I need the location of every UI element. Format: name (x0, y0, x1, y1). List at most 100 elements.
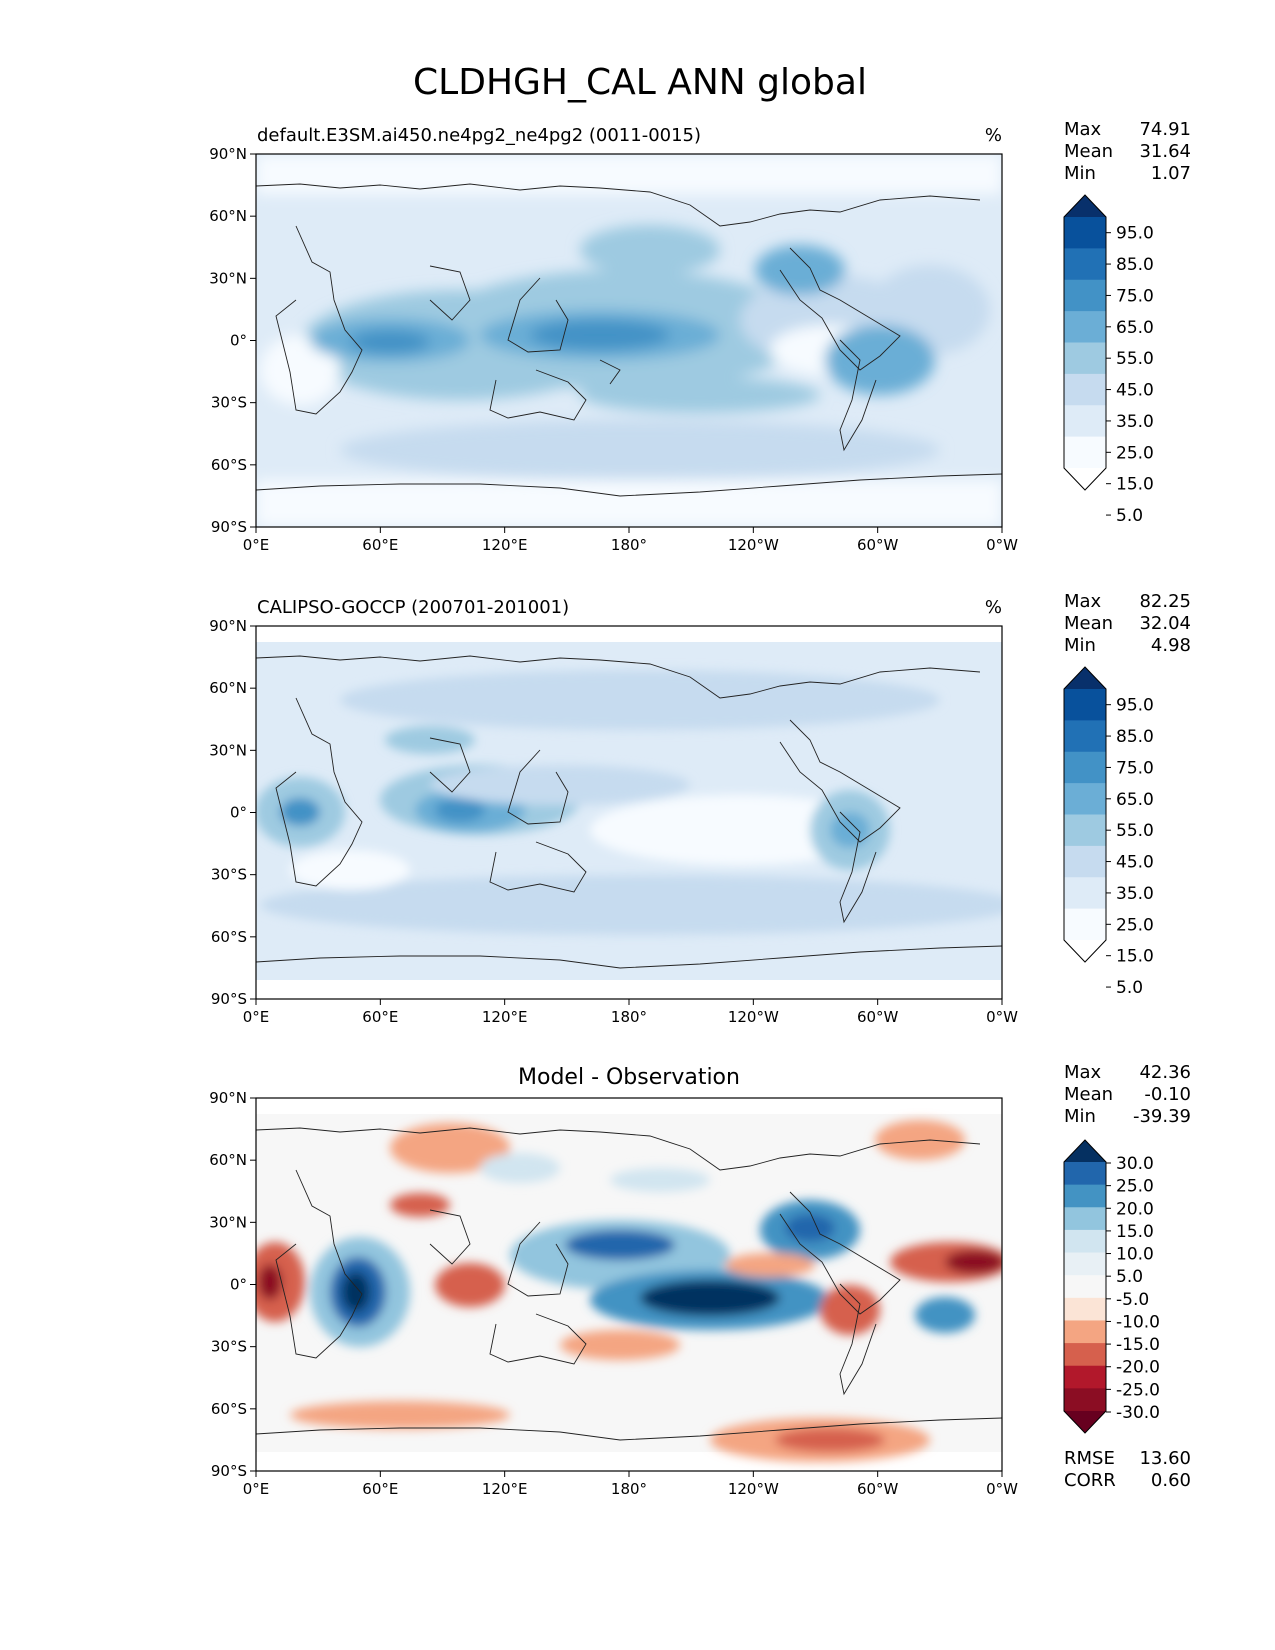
colorbar-label: 10.0 (1116, 1245, 1154, 1265)
max-value: 42.36 (1139, 1062, 1191, 1083)
colorbar-extend-bottom (1064, 940, 1106, 962)
lat-tick-label: 60°S (211, 1400, 247, 1418)
corr-value: 0.60 (1151, 1470, 1191, 1491)
colorbar-segment (1064, 373, 1106, 406)
lon-tick-label: 120°E (482, 1008, 528, 1026)
colorbar-extend-bottom (1064, 1411, 1106, 1433)
colorbar-segment (1064, 217, 1106, 249)
lat-tick-label: 90°S (211, 518, 247, 536)
colorbar-label: 15.0 (1116, 475, 1154, 495)
colorbar-segment (1064, 1229, 1106, 1254)
colorbar-label: 45.0 (1116, 853, 1154, 873)
colorbar-label: 85.0 (1116, 727, 1154, 747)
panel-obs-axes: 90°N 60°N 30°N 0° 30°S 60°S 90°S 0°E 60°E 120°E 1… (209, 617, 1018, 1026)
lat-tick-label: 60°S (211, 456, 247, 474)
figure-title: CLDHGH_CAL ANN global (413, 62, 867, 103)
panel-diff-stats: Max 42.36 Mean -0.10 Min -39.39 (1064, 1062, 1191, 1127)
lat-tick-label: 30°N (209, 1213, 247, 1231)
colorbar-label: 15.0 (1116, 1222, 1154, 1242)
lat-tick-label: 60°S (211, 928, 247, 946)
colorbar-segment (1064, 1275, 1106, 1299)
colorbar-segment (1064, 1365, 1106, 1389)
lon-tick-label: 60°W (857, 1480, 899, 1498)
lon-tick-label: 180° (611, 536, 647, 554)
mean-value: 32.04 (1139, 613, 1191, 634)
lat-tick-label: 90°N (209, 617, 247, 635)
colorbar-label: 95.0 (1116, 696, 1154, 716)
lat-tick-label: 30°N (209, 741, 247, 759)
colorbar-label: -20.0 (1116, 1358, 1160, 1378)
panel-model-coastlines (256, 183, 1002, 497)
colorbar-label: 15.0 (1116, 947, 1154, 967)
colorbar-extend-top (1064, 667, 1106, 689)
colorbar-label: -30.0 (1116, 1403, 1160, 1423)
panel-obs-units: % (985, 597, 1002, 618)
panel-diff-coastlines (256, 1127, 1002, 1441)
lon-tick-label: 180° (611, 1008, 647, 1026)
colorbar-outline (1063, 666, 1107, 963)
panel-model: default.E3SM.ai450.ne4pg2_ne4pg2 (0011-0… (209, 119, 1191, 554)
panel-model-title: default.E3SM.ai450.ne4pg2_ne4pg2 (0011-0… (257, 125, 701, 146)
colorbar-label: 75.0 (1116, 758, 1154, 778)
mean-value: -0.10 (1144, 1084, 1191, 1105)
panel-diff-colorbar: 30.0 25.020.0 15.0 10.05.0 -5.0-10.0 -15.0 -20… (1063, 1139, 1160, 1434)
colorbar-segment (1064, 279, 1106, 312)
panel-diff-axes: 90°N 60°N 30°N 0° 30°S 60°S 90°S 0°E 60°E 120°E 1… (209, 1089, 1018, 1498)
lon-tick-label: 60°E (362, 536, 398, 554)
lon-tick-label: 120°E (482, 536, 528, 554)
lat-tick-label: 90°N (209, 1089, 247, 1107)
colorbar-extend-top (1064, 1140, 1106, 1162)
panel-obs-lat-ticks: 90°N 60°N 30°N 0° 30°S 60°S 90°S (209, 617, 256, 1008)
min-value: 4.98 (1151, 635, 1191, 656)
panel-diff-title: Model - Observation (518, 1065, 740, 1090)
panel-obs-stats: Max 82.25 Mean 32.04 Min 4.98 (1064, 591, 1191, 656)
lat-tick-label: 60°N (209, 1151, 247, 1169)
colorbar-segment (1064, 248, 1106, 281)
colorbar-segment (1064, 1162, 1106, 1186)
colorbar-label: -5.0 (1116, 1290, 1149, 1310)
lon-tick-label: 60°E (362, 1480, 398, 1498)
max-label: Max (1064, 591, 1102, 612)
panel-obs-colorbar: 95.0 85.0 75.0 65.0 55.0 45.0 35.0 25.0 15.0 5.0 (1063, 666, 1154, 998)
colorbar-segment (1064, 720, 1106, 753)
lat-tick-label: 90°S (211, 990, 247, 1008)
colorbar-label: 55.0 (1116, 349, 1154, 369)
lat-tick-label: 0° (230, 332, 247, 350)
colorbar-segment (1064, 436, 1106, 469)
colorbar-segment (1064, 311, 1106, 343)
lon-tick-label: 120°W (728, 536, 779, 554)
min-label: Min (1064, 635, 1096, 656)
panel-model-lat-ticks: 90°N 60°N 30°N 0° 30°S 60°S 90°S (209, 145, 256, 536)
colorbar-label: 35.0 (1116, 884, 1154, 904)
colorbar-segment (1064, 1297, 1106, 1321)
colorbar-label: 85.0 (1116, 255, 1154, 275)
panel-diff-lat-ticks: 90°N 60°N 30°N 0° 30°S 60°S 90°S (209, 1089, 256, 1480)
panel-model-axes: 90°N 60°N 30°N 0° 30°S 60°S 90°S 0°E 60°E 120°E 1… (209, 145, 1018, 554)
lat-tick-label: 90°N (209, 145, 247, 163)
colorbar-label: 25.0 (1116, 1177, 1154, 1197)
colorbar-segment (1064, 1388, 1106, 1412)
panel-model-lon-ticks: 0°E 60°E 120°E 180° 120°W 60°W 0°W (243, 527, 1018, 554)
panel-model-units: % (985, 125, 1002, 146)
min-value: 1.07 (1151, 163, 1191, 184)
colorbar-extend-bottom (1064, 468, 1106, 490)
rmse-label: RMSE (1064, 1448, 1115, 1469)
colorbar-label: 20.0 (1116, 1199, 1154, 1219)
colorbar-label: 30.0 (1116, 1154, 1154, 1174)
colorbar-label: 25.0 (1116, 443, 1154, 463)
colorbar-segment (1064, 814, 1106, 847)
lat-tick-label: 90°S (211, 1462, 247, 1480)
lon-tick-label: 60°W (857, 1008, 899, 1026)
lon-tick-label: 180° (611, 1480, 647, 1498)
lat-tick-label: 30°S (211, 1338, 247, 1356)
panel-obs-map (256, 626, 1002, 999)
panel-diff-map (256, 1098, 1002, 1471)
colorbar-segment (1064, 1207, 1106, 1231)
colorbar-label: 65.0 (1116, 790, 1154, 810)
lon-tick-label: 0°W (986, 1480, 1018, 1498)
colorbar-label: 25.0 (1116, 915, 1154, 935)
lon-tick-label: 0°W (986, 1008, 1018, 1026)
panel-obs-title: CALIPSO-GOCCP (200701-201001) (257, 597, 569, 618)
colorbar-label: 65.0 (1116, 318, 1154, 338)
